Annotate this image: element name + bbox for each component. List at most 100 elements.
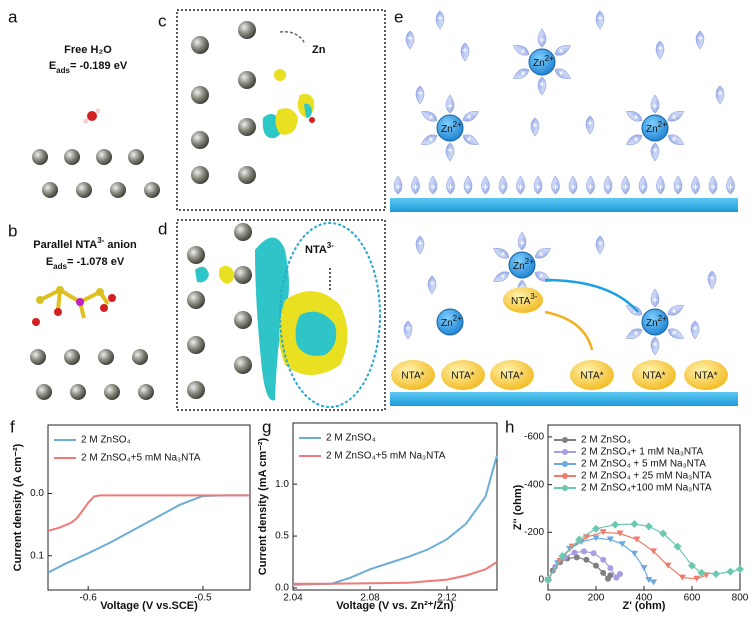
water-molecule — [586, 175, 595, 195]
zinc-ion — [641, 114, 669, 142]
adsorbed-label: NTA* — [694, 371, 717, 382]
plus — [652, 147, 658, 153]
plus — [553, 184, 558, 190]
x-axis-label: Voltage (V vs. Zn²⁺/Zn) — [336, 600, 454, 612]
charge-density — [275, 108, 298, 135]
marker — [581, 548, 587, 555]
text-part: Zn — [441, 124, 453, 135]
plus — [710, 184, 716, 190]
water-molecule — [446, 175, 455, 195]
oxygen — [309, 117, 315, 123]
x-tick-label: 600 — [684, 593, 701, 604]
text-part: E — [49, 60, 56, 72]
plus — [633, 136, 639, 142]
legend-label: 2 M ZnSO₄+5 mM Na₃NTA — [81, 453, 201, 464]
legend-label: 2 M ZnSO₄ — [326, 433, 376, 444]
nta-anion — [503, 287, 543, 313]
marker — [664, 562, 672, 569]
atom — [36, 384, 52, 400]
text-part: NTA — [305, 244, 327, 256]
x-axis-label: Z' (ohm) — [623, 600, 666, 612]
legend-label: 2 M ZnSO₄+5 mM Na₃NTA — [326, 451, 446, 462]
panel-letter: a — [8, 7, 18, 26]
marker — [697, 568, 706, 577]
plot-frame — [292, 422, 498, 591]
water-molecule — [420, 111, 438, 122]
carbon — [36, 296, 44, 304]
plus — [539, 81, 545, 87]
oxygen — [87, 111, 97, 121]
plus — [520, 48, 526, 54]
y-tick-label: 0.1 — [30, 550, 44, 561]
legend-label: 2 M ZnSO₄ — [81, 435, 131, 446]
y-tick-label: 0 — [538, 575, 544, 586]
atom — [238, 118, 256, 136]
atom — [238, 71, 256, 89]
y-axis-label: Current density (mA cm⁻²) — [257, 437, 269, 575]
plus — [407, 35, 413, 41]
marker — [592, 524, 600, 533]
atom — [64, 349, 80, 365]
marker — [599, 529, 607, 536]
atom — [234, 311, 252, 329]
plus — [417, 240, 423, 246]
water-molecule — [460, 42, 470, 62]
plus — [519, 240, 525, 246]
plus — [539, 37, 545, 43]
atom — [238, 21, 256, 39]
plus — [570, 184, 576, 190]
text-part: Zn — [646, 318, 658, 329]
water-molecule — [603, 175, 613, 195]
legend-marker — [562, 473, 568, 479]
text-part: Parallel NTA — [33, 239, 97, 251]
charge-density — [304, 103, 312, 118]
water-molecule — [650, 336, 660, 356]
adsorbed-nta — [441, 360, 485, 390]
y-axis-label: Z'' (ohm) — [512, 484, 524, 530]
marker — [693, 575, 701, 582]
carbon — [96, 288, 104, 296]
water-molecule — [673, 175, 683, 195]
atom — [70, 384, 86, 400]
text-part: 2+ — [545, 54, 554, 63]
water-molecule — [492, 271, 510, 282]
plus — [728, 184, 733, 190]
marker — [659, 529, 668, 538]
plus — [465, 184, 471, 190]
charge-density — [255, 237, 289, 401]
water-molecule — [695, 30, 705, 50]
ion-label: Zn2+ — [533, 54, 554, 69]
panel-letter: f — [10, 417, 15, 436]
plus — [535, 184, 541, 190]
plus — [671, 308, 677, 314]
plus — [518, 184, 523, 190]
plus — [633, 114, 639, 120]
charge-density — [295, 311, 337, 356]
water-molecule — [512, 68, 530, 79]
water-molecule — [530, 117, 540, 137]
x-tick-label: 400 — [636, 593, 653, 604]
x-axis-label: Voltage (V vs.SCE) — [100, 600, 198, 612]
atom — [234, 223, 252, 241]
plus — [448, 184, 453, 190]
marker — [606, 536, 614, 543]
marker — [640, 565, 648, 572]
water-molecule — [650, 288, 660, 308]
water-molecule — [667, 328, 685, 339]
marker — [593, 562, 599, 569]
zinc-ion — [436, 114, 464, 142]
water-molecule — [554, 68, 572, 79]
marker — [592, 535, 600, 542]
panel-letter: d — [158, 219, 167, 238]
plus — [447, 147, 453, 153]
atom — [144, 182, 160, 198]
x-tick-label: -0.5 — [194, 593, 212, 604]
plus — [558, 70, 564, 76]
marker — [633, 536, 641, 543]
series-line — [47, 494, 249, 574]
marker — [726, 567, 735, 576]
hydrogen — [83, 118, 89, 124]
atom — [234, 266, 252, 284]
ion-label: Zn2+ — [441, 314, 462, 329]
